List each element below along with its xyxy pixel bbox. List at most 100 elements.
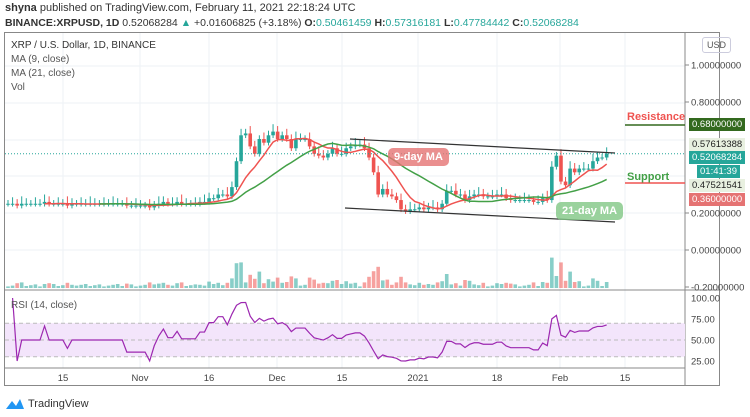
volume-bar xyxy=(490,285,495,288)
volume-bar xyxy=(540,282,545,288)
candle-body xyxy=(554,155,559,167)
candle-body xyxy=(371,157,376,173)
price-axis-label: 1.00000000 xyxy=(691,61,741,72)
candle-body xyxy=(600,157,604,159)
candle-body xyxy=(42,201,47,204)
resistance-price-label: 0.68000000 xyxy=(689,118,746,131)
volume-bar xyxy=(225,282,230,288)
candle-body xyxy=(444,190,449,204)
volume-bar xyxy=(47,283,51,288)
volume-bar xyxy=(591,278,595,288)
volume-bar xyxy=(239,262,243,288)
candle-body xyxy=(303,139,307,140)
tradingview-logo[interactable]: TradingView xyxy=(5,397,89,411)
last-price-label: 0.52068284 xyxy=(689,151,746,164)
volume-bar xyxy=(161,282,166,288)
candle-body xyxy=(417,207,422,210)
candle-body xyxy=(348,146,353,149)
candle-body xyxy=(499,194,504,196)
volume-bar xyxy=(531,282,536,288)
volume-bar xyxy=(467,280,472,288)
candle-body xyxy=(33,203,38,205)
candle-body xyxy=(380,188,385,195)
volume-bar xyxy=(316,283,321,288)
price-axis-label: 0.80000000 xyxy=(691,98,741,109)
candle-body xyxy=(326,153,330,158)
volume-bar xyxy=(120,286,125,288)
volume-bar xyxy=(380,280,385,288)
candle-body xyxy=(591,161,595,169)
volume-bar xyxy=(435,282,440,288)
time-axis-label: Dec xyxy=(269,373,286,384)
volume-bar xyxy=(207,281,211,288)
price-axis-label: 0.00000000 xyxy=(691,246,741,257)
candle-body xyxy=(403,209,408,212)
volume-bar xyxy=(458,285,463,288)
legend-vol[interactable]: Vol xyxy=(11,82,25,93)
candle-body xyxy=(385,188,390,195)
volume-bar xyxy=(408,284,412,288)
time-axis-label: 18 xyxy=(492,373,503,384)
candle-body xyxy=(175,201,179,204)
currency-button[interactable]: USD xyxy=(702,37,732,53)
volume-bar xyxy=(403,282,408,288)
candle-body xyxy=(19,203,24,206)
time-axis-label: 16 xyxy=(204,373,215,384)
volume-bar xyxy=(262,283,266,288)
volume-bar xyxy=(166,284,170,288)
volume-bar xyxy=(184,286,189,288)
volume-bar xyxy=(170,285,175,288)
candle-body xyxy=(550,166,554,201)
legend-ma21[interactable]: MA (21, close) xyxy=(11,68,75,79)
volume-bar xyxy=(38,286,42,288)
candle-body xyxy=(335,148,339,154)
volume-bar xyxy=(344,281,348,288)
volume-bar xyxy=(577,281,582,288)
candle-body xyxy=(15,203,19,206)
volume-bar xyxy=(10,285,15,288)
candle-body xyxy=(248,133,253,147)
candle-body xyxy=(179,201,184,204)
volume-bar xyxy=(202,285,207,288)
volume-bar xyxy=(307,277,312,288)
volume-bar xyxy=(29,285,33,288)
volume-bar xyxy=(417,282,422,288)
time-axis-label: Nov xyxy=(132,373,149,384)
volume-bar xyxy=(74,285,79,288)
legend-ma9[interactable]: MA (9, close) xyxy=(11,54,70,65)
volume-bar xyxy=(463,280,467,288)
volume-bar xyxy=(97,284,102,288)
volume-bar xyxy=(157,283,161,288)
volume-bar xyxy=(422,284,426,288)
volume-bar xyxy=(102,286,106,288)
candle-body xyxy=(408,209,412,212)
volume-bar xyxy=(129,284,134,288)
candle-body xyxy=(234,161,239,188)
chart-frame[interactable] xyxy=(4,32,720,386)
candle-body xyxy=(38,203,42,205)
volume-bar xyxy=(294,278,298,288)
candle-body xyxy=(376,172,380,195)
price-axis-label: -0.20000000 xyxy=(691,283,744,294)
legend-rsi[interactable]: RSI (14, close) xyxy=(11,300,78,311)
candle-body xyxy=(166,201,170,204)
volume-bar xyxy=(527,284,531,288)
volume-bar xyxy=(559,262,563,288)
candle-body xyxy=(367,148,371,158)
volume-bar xyxy=(476,285,481,288)
candle-body xyxy=(422,207,426,210)
tradingview-icon xyxy=(6,399,24,409)
candle-body xyxy=(586,168,591,170)
volume-bar xyxy=(234,263,239,288)
volume-bar xyxy=(522,285,527,288)
volume-bar xyxy=(88,286,93,288)
time-axis-label: 15 xyxy=(337,373,348,384)
volume-bar xyxy=(449,284,454,288)
volume-bar xyxy=(554,276,559,288)
time-axis-label: 2021 xyxy=(407,373,428,384)
volume-bar xyxy=(431,284,435,288)
volume-bar xyxy=(568,271,572,288)
volume-bar xyxy=(312,279,316,288)
candle-body xyxy=(330,148,335,154)
